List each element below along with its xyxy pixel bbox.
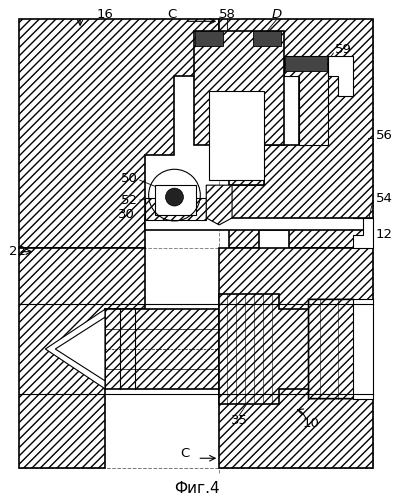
Text: 50: 50 xyxy=(121,172,138,185)
Text: 16: 16 xyxy=(96,8,114,21)
Text: 54: 54 xyxy=(376,192,393,205)
Text: D: D xyxy=(272,8,282,21)
Text: 52: 52 xyxy=(121,194,138,207)
Text: 30: 30 xyxy=(118,209,135,222)
Bar xyxy=(285,56,328,71)
Polygon shape xyxy=(206,185,232,225)
Bar xyxy=(145,218,373,230)
Bar xyxy=(145,198,206,220)
Polygon shape xyxy=(353,299,373,399)
Text: 12: 12 xyxy=(376,229,393,242)
Text: 10: 10 xyxy=(302,417,319,430)
Bar xyxy=(253,31,281,46)
Text: C: C xyxy=(167,8,176,21)
Text: 22: 22 xyxy=(9,245,26,258)
Polygon shape xyxy=(308,299,363,399)
Polygon shape xyxy=(105,309,219,389)
Polygon shape xyxy=(55,317,105,381)
Polygon shape xyxy=(19,248,145,468)
Text: 58: 58 xyxy=(219,8,235,21)
Text: Фиг.4: Фиг.4 xyxy=(175,481,220,496)
Bar xyxy=(154,185,197,215)
Bar xyxy=(209,91,264,180)
Polygon shape xyxy=(219,294,308,404)
Text: 24: 24 xyxy=(179,202,195,215)
Circle shape xyxy=(166,188,183,206)
Polygon shape xyxy=(353,218,373,248)
Text: 56: 56 xyxy=(376,129,393,142)
Polygon shape xyxy=(195,31,284,185)
Polygon shape xyxy=(19,19,219,248)
Bar xyxy=(195,31,223,46)
Polygon shape xyxy=(284,56,328,145)
Text: 35: 35 xyxy=(231,414,247,427)
Polygon shape xyxy=(219,248,373,468)
Polygon shape xyxy=(328,56,353,96)
Polygon shape xyxy=(45,309,105,389)
Polygon shape xyxy=(219,19,373,248)
Text: C: C xyxy=(180,447,189,460)
Text: 59: 59 xyxy=(335,42,352,55)
